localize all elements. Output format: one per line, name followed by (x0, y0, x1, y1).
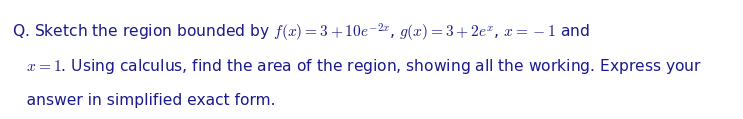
Text: Q. Sketch the region bounded by $f(x) = 3+10e^{-2x}$, $g(x) = 3+2e^{x}$, $x = -1: Q. Sketch the region bounded by $f(x) = … (12, 21, 590, 44)
Text: answer in simplified exact form.: answer in simplified exact form. (12, 93, 276, 108)
Text: $x = 1$. Using calculus, find the area of the region, showing all the working. E: $x = 1$. Using calculus, find the area o… (12, 57, 702, 76)
